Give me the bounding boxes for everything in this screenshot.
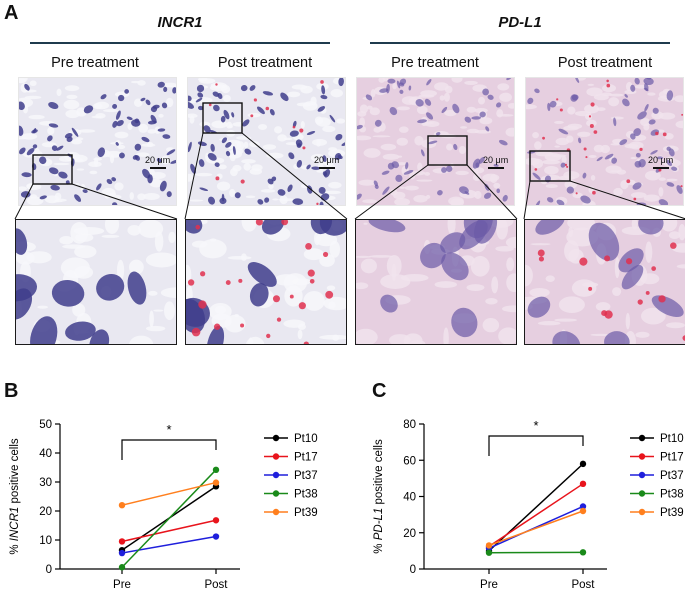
panel-letter-b: B (4, 380, 19, 402)
legend-marker-pt17 (272, 453, 280, 460)
legend-label-pt39: Pt39 (660, 507, 684, 519)
legend-label-pt38: Pt38 (294, 489, 318, 501)
y-tick-label: 0 (410, 564, 416, 576)
point-pt39-pre (118, 502, 126, 509)
y-tick-label: 40 (403, 492, 416, 504)
legend-marker-pt39 (638, 508, 646, 516)
tissue-pdl1-pre (357, 78, 514, 205)
chart-c: 0 20 40 60 80 Pre Post % PD-L1 positive cells * P… (373, 418, 684, 591)
group-rule-pdl1 (370, 42, 670, 44)
point-pt38-pre (118, 564, 126, 571)
micrograph-incr1-post (187, 77, 346, 206)
legend-marker-pt17 (638, 453, 646, 460)
legend-label-pt17: Pt17 (294, 452, 318, 464)
legend-marker-pt38 (272, 490, 280, 497)
tissue-zoom-incr1-pre (16, 220, 176, 344)
zoom-pdl1-pre (355, 219, 517, 345)
legend-marker-pt10 (638, 434, 646, 442)
legend-marker-pt37 (272, 471, 280, 479)
scale-bar-label-4: 20 μm (648, 155, 674, 165)
x-tick-label-pre: Pre (113, 579, 131, 591)
legend-label-pt38: Pt38 (660, 489, 684, 501)
y-tick-label: 0 (46, 564, 52, 576)
micrograph-pdl1-post (525, 77, 684, 206)
legend-label-pt10: Pt10 (294, 433, 318, 445)
legend-marker-pt37 (638, 471, 646, 479)
zoom-incr1-post (185, 219, 347, 345)
scale-bar-4 (653, 167, 669, 169)
tissue-pdl1-post (526, 78, 683, 205)
column-label-pdl1-post: Post treatment (557, 55, 653, 71)
point-pt10-post (579, 460, 587, 468)
legend-label-pt37: Pt37 (660, 470, 684, 482)
point-pt38-pre (485, 549, 493, 556)
group-title-incr1: INCR1 (157, 14, 203, 31)
series-line-pt17 (488, 483, 584, 547)
zoom-pdl1-post (524, 219, 685, 345)
point-pt38-post (579, 549, 587, 556)
legend-label-pt39: Pt39 (294, 507, 318, 519)
y-axis-label: % PD-L1 positive cells (373, 439, 385, 554)
y-tick-label: 60 (403, 455, 416, 467)
group-title-pdl1: PD-L1 (498, 14, 542, 31)
panel-letter-c: C (372, 380, 387, 402)
x-tick-label-pre: Pre (480, 579, 498, 591)
legend-label-pt17: Pt17 (660, 452, 684, 464)
tissue-zoom-pdl1-post (525, 220, 685, 344)
significance-star: * (533, 418, 538, 433)
y-tick-label: 40 (39, 448, 52, 460)
chart-b: 0 10 20 30 40 50 Pre Post % INCR1 positive cells… (9, 419, 318, 591)
series-line-pt38 (121, 469, 217, 568)
y-tick-label: 80 (403, 419, 416, 431)
y-tick-label: 10 (39, 535, 52, 547)
tissue-incr1-post (188, 78, 345, 205)
scale-bar-label-3: 20 μm (483, 155, 509, 165)
significance-bracket (488, 435, 584, 456)
point-pt17-post (212, 517, 220, 524)
y-tick-label: 30 (39, 477, 52, 489)
group-rule-incr1 (30, 42, 330, 44)
legend-marker-pt39 (272, 508, 280, 516)
micrograph-pdl1-pre (356, 77, 515, 206)
legend-label-pt37: Pt37 (294, 470, 318, 482)
point-pt39-post (212, 479, 220, 486)
point-pt37-post (212, 533, 220, 540)
zoom-incr1-pre (15, 219, 177, 345)
point-pt17-pre (118, 538, 126, 545)
point-pt37-post (579, 503, 587, 510)
series-line-pt39 (121, 481, 217, 506)
tissue-incr1-pre (19, 78, 176, 205)
panel-letter-a: A (4, 2, 19, 24)
column-label-pdl1-pre: Pre treatment (391, 55, 479, 71)
point-pt38-post (212, 466, 220, 474)
scale-bar-1 (150, 167, 166, 169)
significance-star: * (166, 422, 171, 437)
micrograph-incr1-pre (18, 77, 177, 206)
point-pt39-pre (485, 542, 493, 549)
y-tick-label: 20 (403, 528, 416, 540)
scale-bar-label-1: 20 μm (145, 155, 171, 165)
legend-label-pt10: Pt10 (660, 433, 684, 445)
x-tick-label-post: Post (204, 579, 228, 591)
column-label-incr1-post: Post treatment (217, 55, 313, 71)
point-pt39-post (579, 507, 587, 515)
legend-marker-pt38 (638, 490, 646, 497)
significance-bracket (121, 439, 217, 460)
tissue-zoom-incr1-post (186, 220, 346, 344)
point-pt37-pre (118, 549, 126, 557)
series-line-pt37 (488, 505, 584, 549)
scale-bar-3 (488, 167, 504, 169)
scale-bar-2 (319, 167, 335, 169)
y-axis-label: % INCR1 positive cells (9, 438, 21, 555)
series-line-pt17 (121, 519, 217, 543)
series-line-pt39 (488, 510, 584, 547)
point-pt17-post (579, 480, 587, 488)
y-tick-label: 50 (39, 419, 52, 431)
x-tick-label-post: Post (571, 579, 595, 591)
legend-marker-pt10 (272, 434, 280, 442)
tissue-zoom-pdl1-pre (356, 220, 516, 344)
scale-bar-label-2: 20 μm (314, 155, 340, 165)
column-label-incr1-pre: Pre treatment (51, 55, 139, 71)
y-tick-label: 20 (39, 506, 52, 518)
